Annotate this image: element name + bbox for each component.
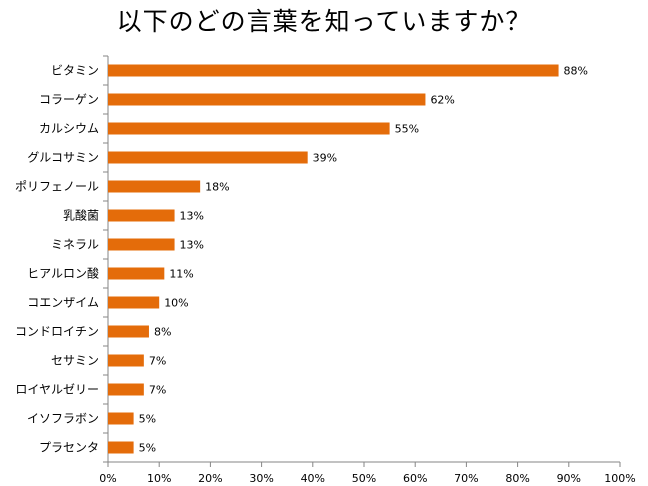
bar — [108, 296, 160, 309]
data-label: 88% — [564, 65, 588, 78]
x-tick-label: 40% — [301, 472, 325, 485]
bar — [108, 64, 559, 77]
data-label: 18% — [205, 181, 229, 194]
category-label: ビタミン — [51, 64, 99, 78]
x-tick-label: 80% — [505, 472, 529, 485]
data-label: 13% — [180, 239, 204, 252]
bar — [108, 412, 134, 425]
category-label: コエンザイム — [27, 296, 99, 310]
x-tick-label: 100% — [604, 472, 635, 485]
data-label: 10% — [164, 297, 188, 310]
data-label: 62% — [430, 94, 454, 107]
bar — [108, 238, 175, 251]
category-label: イソフラボン — [27, 412, 99, 426]
data-label: 13% — [180, 210, 204, 223]
category-label: コンドロイチン — [15, 325, 99, 339]
x-tick-label: 60% — [403, 472, 427, 485]
data-label: 8% — [154, 326, 171, 339]
data-label: 7% — [149, 384, 166, 397]
category-label: ポリフェノール — [15, 180, 99, 194]
category-label: ロイヤルゼリー — [15, 383, 99, 397]
bar — [108, 93, 426, 106]
x-tick-label: 70% — [454, 472, 478, 485]
x-tick-label: 90% — [557, 472, 581, 485]
category-label: コラーゲン — [39, 93, 99, 107]
bar — [108, 325, 149, 338]
x-tick-label: 50% — [352, 472, 376, 485]
x-tick-label: 20% — [198, 472, 222, 485]
category-label: ヒアルロン酸 — [27, 266, 99, 281]
x-tick-label: 10% — [147, 472, 171, 485]
bar — [108, 267, 165, 280]
category-label: グルコサミン — [27, 151, 99, 165]
bar — [108, 180, 201, 193]
category-label: 乳酸菌 — [63, 208, 99, 223]
data-label: 5% — [139, 442, 156, 455]
category-label: セサミン — [51, 354, 99, 368]
data-label: 11% — [169, 268, 193, 281]
x-tick-label: 0% — [99, 472, 116, 485]
bar — [108, 209, 175, 222]
bar — [108, 354, 144, 367]
category-label: カルシウム — [39, 122, 99, 136]
bar — [108, 441, 134, 454]
data-label: 39% — [313, 152, 337, 165]
chart-title: 以下のどの言葉を知っていますか？ — [116, 7, 532, 36]
bar — [108, 122, 390, 135]
data-label: 7% — [149, 355, 166, 368]
x-tick-label: 30% — [249, 472, 273, 485]
data-label: 55% — [395, 123, 419, 136]
category-label: ミネラル — [51, 238, 99, 252]
bar — [108, 151, 308, 164]
bar — [108, 383, 144, 396]
category-label: プラセンタ — [39, 441, 99, 455]
data-label: 5% — [139, 413, 156, 426]
